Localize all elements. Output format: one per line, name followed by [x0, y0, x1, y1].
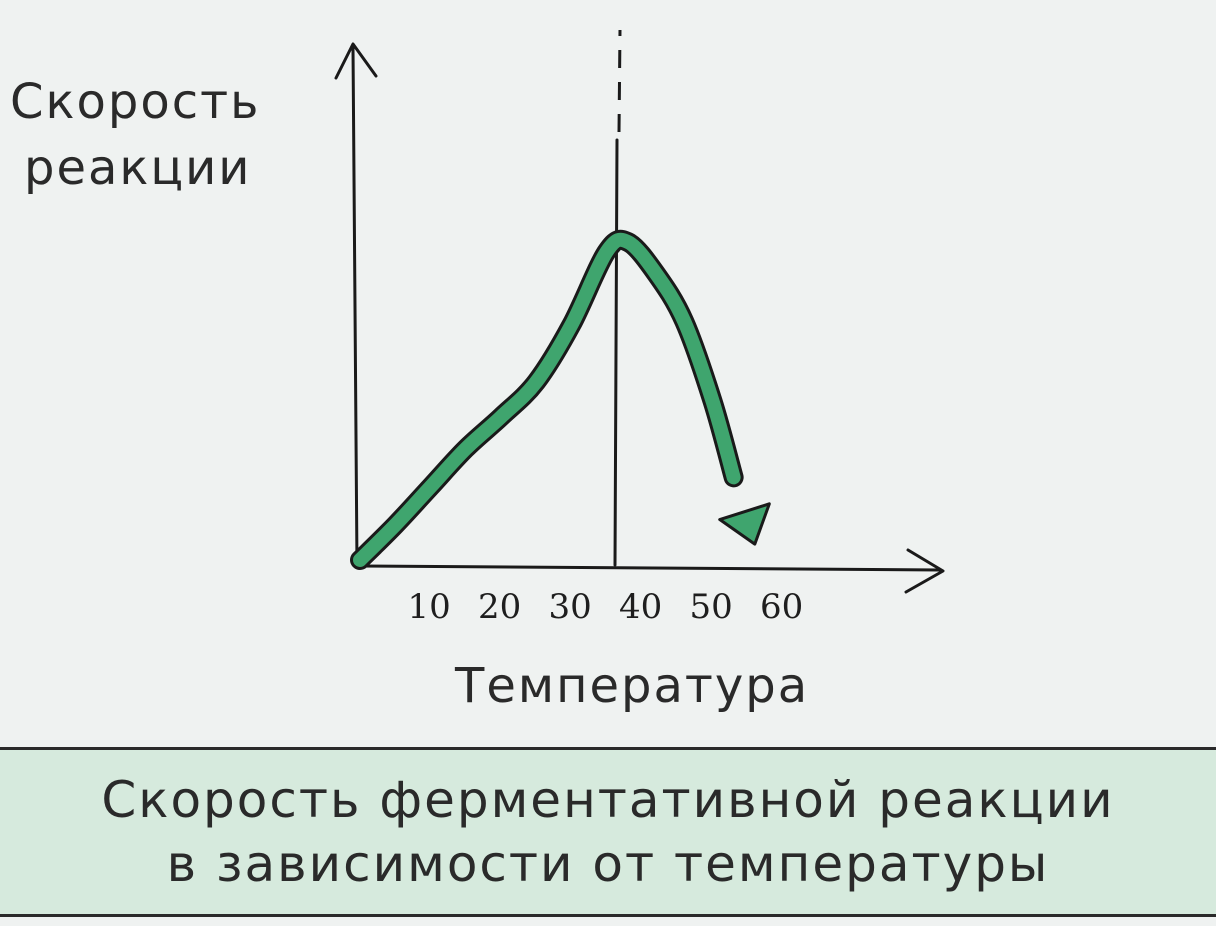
x-tick-labels: 10 20 30 40 50 60 [408, 587, 804, 627]
x-axis-label: Температура [454, 658, 809, 714]
x-tick-label: 10 [408, 587, 451, 627]
x-tick-label: 20 [478, 587, 521, 627]
y-axis-arrowhead [334, 42, 378, 80]
x-axis-arrowhead [904, 548, 945, 594]
caption-line-1: Скорость ферментативной реакции [101, 771, 1115, 829]
rate-curve [353, 232, 741, 567]
caption-line-2: в зависимости от температуры [166, 835, 1050, 893]
y-axis-label-line-1: Скорость [10, 74, 260, 130]
x-tick-label: 30 [549, 587, 592, 627]
x-axis [355, 564, 942, 572]
caption-band: Скорость ферментативной реакции в зависи… [0, 747, 1216, 917]
optimum-line [613, 138, 619, 567]
rate-curve-arrowhead [718, 502, 771, 546]
y-axis [351, 46, 359, 568]
x-tick-label: 60 [760, 587, 803, 627]
x-tick-label: 50 [690, 587, 733, 627]
y-axis-label-line-2: реакции [24, 140, 251, 196]
x-tick-label: 40 [619, 587, 662, 627]
optimum-line-dashed [617, 29, 622, 133]
